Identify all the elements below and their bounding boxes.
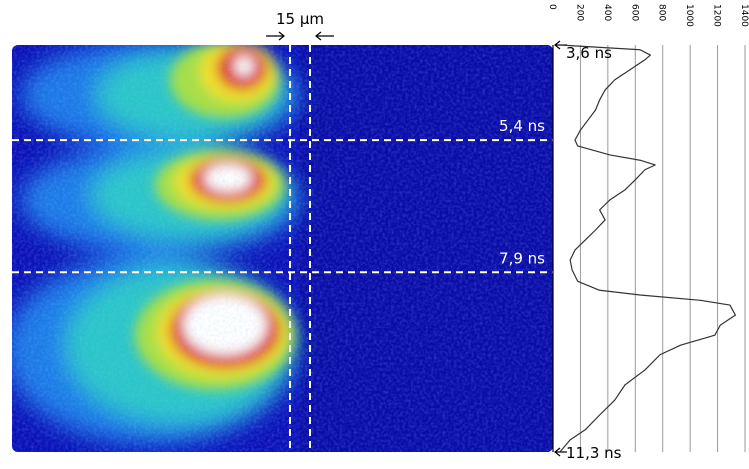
y-tick-label: 7,9 ns — [499, 249, 545, 267]
y-tick-label: 3,6 ns — [566, 44, 612, 62]
x-tick-label: 800 — [657, 4, 667, 21]
grid: 0 200 400 600 800 1000 1200 1400 — [547, 4, 749, 452]
x-tick-label: 1000 — [684, 4, 694, 27]
width-arrows — [266, 31, 334, 41]
tick-arrowhead — [554, 447, 561, 457]
tick-arrowhead — [554, 40, 561, 50]
x-tick-label: 600 — [629, 4, 639, 21]
x-tick-label: 400 — [602, 4, 612, 21]
image-noise — [12, 45, 553, 452]
streak-image — [12, 45, 553, 452]
y-tick-label: 11,3 ns — [566, 444, 622, 462]
x-tick-label: 200 — [574, 4, 584, 21]
x-tick-label: 1400 — [739, 4, 749, 27]
y-tick-label: 5,4 ns — [499, 117, 545, 135]
profile-line — [559, 44, 736, 453]
x-tick-label: 1200 — [712, 4, 722, 27]
x-tick-label: 0 — [547, 4, 557, 10]
profile-background — [553, 45, 749, 452]
width-label: 15 µm — [276, 10, 324, 28]
plot: 3,6 ns 5,4 ns 7,9 ns 11,3 ns — [12, 40, 736, 462]
